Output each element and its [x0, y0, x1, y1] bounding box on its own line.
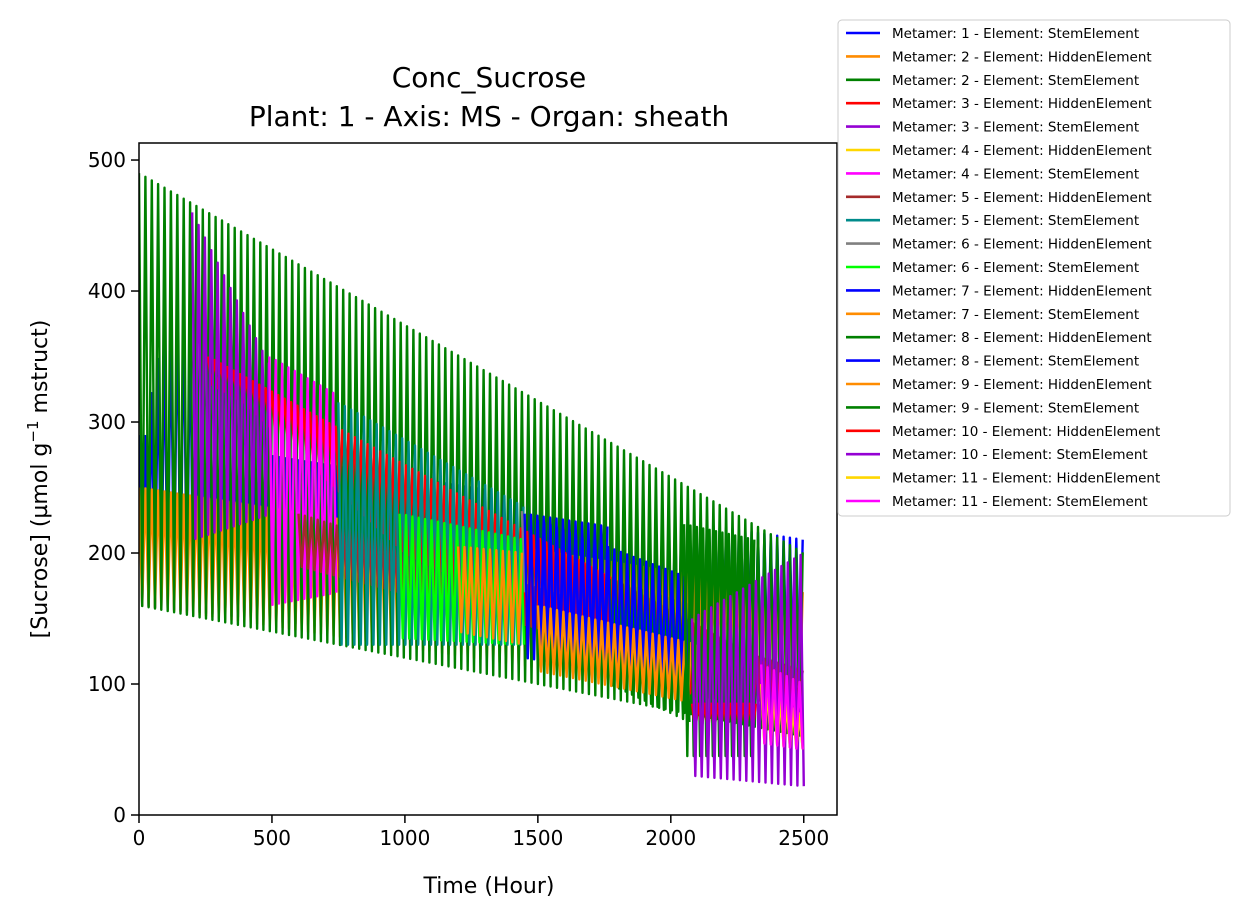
series-line-9 [337, 402, 525, 646]
legend-label-1: Metamer: 1 - Element: StemElement [892, 26, 1139, 42]
y-axis: 0 100 200 300 400 500 [88, 148, 139, 827]
y-tick-label: 400 [88, 279, 126, 303]
x-tick-label: 2500 [778, 826, 829, 850]
x-tick-label: 1000 [379, 826, 430, 850]
legend-label-14: Metamer: 8 - Element: HiddenElement [892, 330, 1152, 346]
y-axis-label-sup: −1 [24, 420, 42, 442]
x-axis-label: Time (Hour) [423, 874, 555, 899]
y-axis-label-tail: mstruct) [28, 320, 53, 421]
legend-label-16: Metamer: 9 - Element: HiddenElement [892, 377, 1152, 393]
series-line-19 [690, 553, 805, 787]
legend-label-20: Metamer: 11 - Element: HiddenElement [892, 471, 1160, 487]
x-tick-label: 0 [133, 826, 146, 850]
legend-label-21: Metamer: 11 - Element: StemElement [892, 494, 1148, 510]
y-axis-label-main: [Sucrose] (µmol g [28, 443, 53, 639]
series-line-16 [536, 605, 699, 705]
legend-frame [837, 19, 1231, 517]
x-axis: 0 500 1000 1500 2000 2500 [133, 815, 829, 850]
svg-text:[Sucrose] (µmol g−1 mstruct): [Sucrose] (µmol g−1 mstruct) [24, 320, 53, 639]
x-tick-label: 2000 [645, 826, 696, 850]
legend-label-12: Metamer: 7 - Element: HiddenElement [892, 283, 1152, 299]
legend-label-6: Metamer: 4 - Element: HiddenElement [892, 143, 1152, 159]
legend-label-3: Metamer: 2 - Element: StemElement [892, 73, 1139, 89]
legend-label-2: Metamer: 2 - Element: HiddenElement [892, 49, 1152, 65]
series-layer [139, 173, 805, 787]
plot-frame [138, 142, 838, 816]
legend-label-15: Metamer: 8 - Element: StemElement [892, 354, 1139, 370]
legend-label-17: Metamer: 9 - Element: StemElement [892, 400, 1139, 416]
series-line-21 [760, 664, 804, 750]
series-line-5 [191, 212, 274, 541]
chart-title: Conc_Sucrose [392, 61, 587, 94]
legend-label-11: Metamer: 6 - Element: StemElement [892, 260, 1139, 276]
series-line-7 [268, 356, 338, 606]
legend-label-10: Metamer: 6 - Element: HiddenElement [892, 237, 1152, 253]
x-tick-label: 500 [253, 826, 291, 850]
y-tick-label: 100 [88, 672, 126, 696]
legend-label-8: Metamer: 5 - Element: HiddenElement [892, 190, 1152, 206]
legend-label-4: Metamer: 3 - Element: HiddenElement [892, 96, 1152, 112]
legend-label-19: Metamer: 10 - Element: StemElement [892, 447, 1148, 463]
legend-label-5: Metamer: 3 - Element: StemElement [892, 120, 1139, 136]
legend-label-18: Metamer: 10 - Element: HiddenElement [892, 424, 1160, 440]
y-tick-label: 200 [88, 541, 126, 565]
y-axis-label: [Sucrose] (µmol g−1 mstruct) [24, 320, 53, 639]
legend-label-13: Metamer: 7 - Element: StemElement [892, 307, 1139, 323]
series-line-10 [520, 511, 527, 593]
legend-label-9: Metamer: 5 - Element: StemElement [892, 213, 1139, 229]
y-tick-label: 300 [88, 410, 126, 434]
legend: Metamer: 1 - Element: StemElement Metamer… [837, 19, 1231, 517]
legend-label-7: Metamer: 4 - Element: StemElement [892, 166, 1139, 182]
series-line-15 [536, 520, 693, 685]
y-tick-label: 500 [88, 148, 126, 172]
chart-subtitle: Plant: 1 - Axis: MS - Organ: sheath [249, 100, 729, 133]
series-line-13 [456, 545, 524, 645]
x-tick-label: 1500 [512, 826, 563, 850]
y-tick-label: 0 [113, 803, 126, 827]
